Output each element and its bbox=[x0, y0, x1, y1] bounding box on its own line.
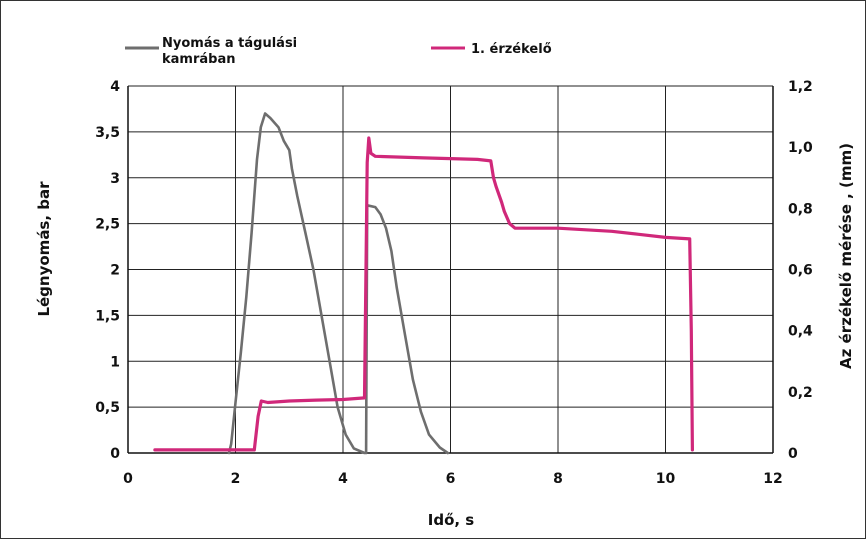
y-right-tick-label: 0,2 bbox=[788, 385, 813, 401]
y-left-tick-label: 1 bbox=[110, 354, 120, 370]
y-left-tick-label: 0,5 bbox=[95, 400, 120, 416]
tick-labels: 0 0,5 1 1,5 2 2,5 3 3,5 4 0 2 4 6 8 10 12 0 0,2 0,4 0,6 0,8 1… bbox=[95, 79, 813, 487]
y-left-tick-label: 2,5 bbox=[95, 217, 120, 233]
y-left-tick-label: 2 bbox=[110, 263, 120, 279]
y-axis-right-title: Az érzékelő mérése , (mm) bbox=[837, 143, 855, 369]
y-right-tick-label: 0,4 bbox=[788, 324, 813, 340]
x-tick-label: 0 bbox=[123, 471, 133, 487]
y-left-tick-label: 1,5 bbox=[95, 308, 120, 324]
y-right-tick-label: 1,0 bbox=[788, 140, 813, 156]
x-tick-label: 4 bbox=[338, 471, 348, 487]
grid bbox=[128, 85, 773, 453]
y-left-tick-label: 0 bbox=[110, 446, 120, 462]
x-tick-label: 6 bbox=[446, 471, 456, 487]
x-tick-label: 2 bbox=[231, 471, 241, 487]
y-right-tick-label: 0,6 bbox=[788, 263, 813, 279]
x-axis-title: Idő, s bbox=[428, 511, 475, 529]
y-right-tick-label: 1,2 bbox=[788, 79, 813, 95]
x-tick-label: 12 bbox=[763, 471, 782, 487]
series-lines bbox=[153, 112, 694, 455]
y-left-tick-label: 3,5 bbox=[95, 125, 120, 141]
x-tick-label: 10 bbox=[656, 471, 676, 487]
y-right-tick-label: 0 bbox=[788, 446, 798, 462]
y-right-tick-label: 0,8 bbox=[788, 201, 813, 217]
legend-label-pressure: Nyomás a tágulási kamrában bbox=[162, 36, 297, 67]
legend: Nyomás a tágulási kamrában 1. érzékelő bbox=[125, 36, 552, 67]
y-left-tick-label: 3 bbox=[110, 171, 120, 187]
x-tick-label: 8 bbox=[553, 471, 563, 487]
sensor-line bbox=[153, 136, 694, 452]
y-left-tick-label: 4 bbox=[110, 79, 120, 95]
legend-label-sensor: 1. érzékelő bbox=[471, 42, 552, 57]
axes bbox=[127, 86, 774, 454]
pressure-line bbox=[227, 112, 450, 455]
y-axis-left-title: Légnyomás, bar bbox=[35, 181, 53, 317]
